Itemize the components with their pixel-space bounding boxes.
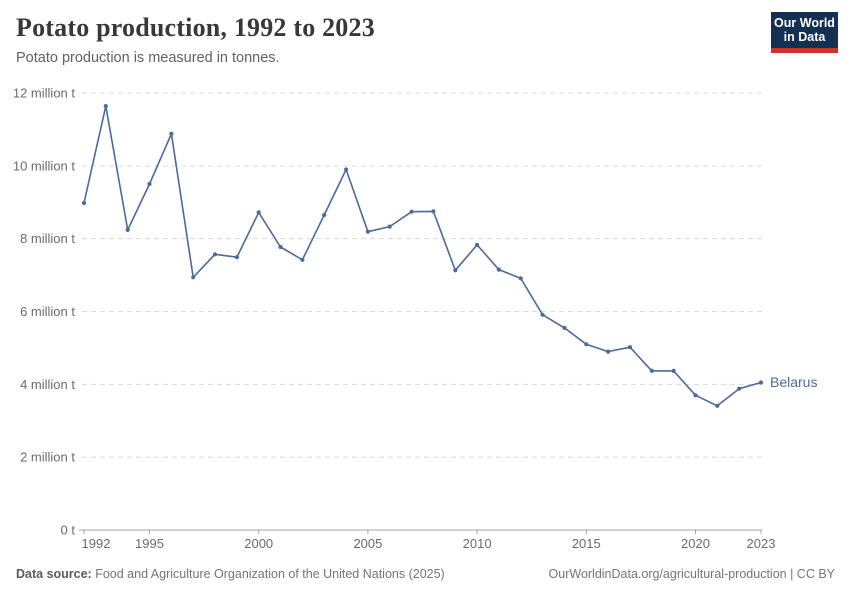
data-source: Data source: Food and Agriculture Organi… bbox=[16, 567, 445, 581]
data-point[interactable] bbox=[737, 386, 742, 391]
data-point[interactable] bbox=[191, 275, 196, 280]
data-point[interactable] bbox=[344, 167, 349, 172]
data-point[interactable] bbox=[649, 368, 654, 373]
x-axis-tick-label: 2010 bbox=[463, 536, 492, 551]
data-point[interactable] bbox=[671, 368, 676, 373]
data-point[interactable] bbox=[606, 349, 611, 354]
data-point[interactable] bbox=[300, 257, 305, 262]
data-point[interactable] bbox=[584, 342, 589, 347]
y-axis-tick-label: 8 million t bbox=[20, 231, 75, 246]
data-point[interactable] bbox=[453, 268, 458, 273]
data-point[interactable] bbox=[103, 104, 108, 109]
data-point[interactable] bbox=[693, 393, 698, 398]
x-axis-tick-label: 1992 bbox=[82, 536, 111, 551]
x-axis-tick-label: 2005 bbox=[353, 536, 382, 551]
chart-subtitle: Potato production is measured in tonnes. bbox=[16, 50, 280, 66]
data-point[interactable] bbox=[234, 255, 239, 260]
data-point[interactable] bbox=[540, 312, 545, 317]
y-axis-tick-label: 12 million t bbox=[13, 86, 76, 101]
data-point[interactable] bbox=[627, 345, 633, 350]
data-point[interactable] bbox=[496, 267, 501, 272]
chart-footer: Data source: Food and Agriculture Organi… bbox=[16, 567, 835, 581]
owid-logo-line1: Our World bbox=[774, 15, 835, 30]
owid-logo[interactable]: Our World in Data bbox=[771, 12, 838, 53]
data-point[interactable] bbox=[322, 212, 327, 218]
data-point[interactable] bbox=[387, 224, 392, 229]
data-point[interactable] bbox=[475, 242, 480, 247]
data-source-label: Data source: bbox=[16, 567, 92, 581]
series-label-belarus: Belarus bbox=[770, 374, 817, 390]
data-point[interactable] bbox=[212, 252, 218, 257]
x-axis-tick-label: 2000 bbox=[244, 536, 273, 551]
data-point[interactable] bbox=[365, 229, 370, 234]
data-point[interactable] bbox=[147, 181, 152, 187]
data-source-text: Food and Agriculture Organization of the… bbox=[91, 567, 445, 581]
data-point[interactable] bbox=[758, 380, 764, 385]
data-point[interactable] bbox=[518, 276, 523, 281]
chart-title: Potato production, 1992 to 2023 bbox=[16, 13, 375, 42]
data-point[interactable] bbox=[431, 209, 436, 214]
y-axis-tick-label: 2 million t bbox=[20, 450, 75, 465]
y-axis-tick-label: 6 million t bbox=[20, 304, 75, 319]
footer-citation-link[interactable]: OurWorldinData.org/agricultural-producti… bbox=[548, 567, 835, 581]
x-axis-tick-label: 2023 bbox=[747, 536, 776, 551]
data-point[interactable] bbox=[81, 200, 87, 206]
x-axis-tick-label: 2020 bbox=[681, 536, 710, 551]
data-point[interactable] bbox=[278, 244, 283, 250]
data-point[interactable] bbox=[715, 403, 720, 408]
data-point[interactable] bbox=[562, 325, 567, 330]
x-axis-tick-label: 2015 bbox=[572, 536, 601, 551]
data-point[interactable] bbox=[125, 227, 130, 232]
x-axis-tick-label: 1995 bbox=[135, 536, 164, 551]
data-point[interactable] bbox=[256, 210, 261, 215]
data-point[interactable] bbox=[409, 209, 414, 214]
data-line-belarus bbox=[83, 105, 762, 407]
y-axis-tick-label: 4 million t bbox=[20, 377, 75, 392]
data-point[interactable] bbox=[169, 131, 174, 136]
owid-logo-line2: in Data bbox=[783, 30, 826, 44]
y-axis-tick-label: 0 t bbox=[61, 523, 76, 538]
y-axis-tick-label: 10 million t bbox=[13, 158, 76, 173]
